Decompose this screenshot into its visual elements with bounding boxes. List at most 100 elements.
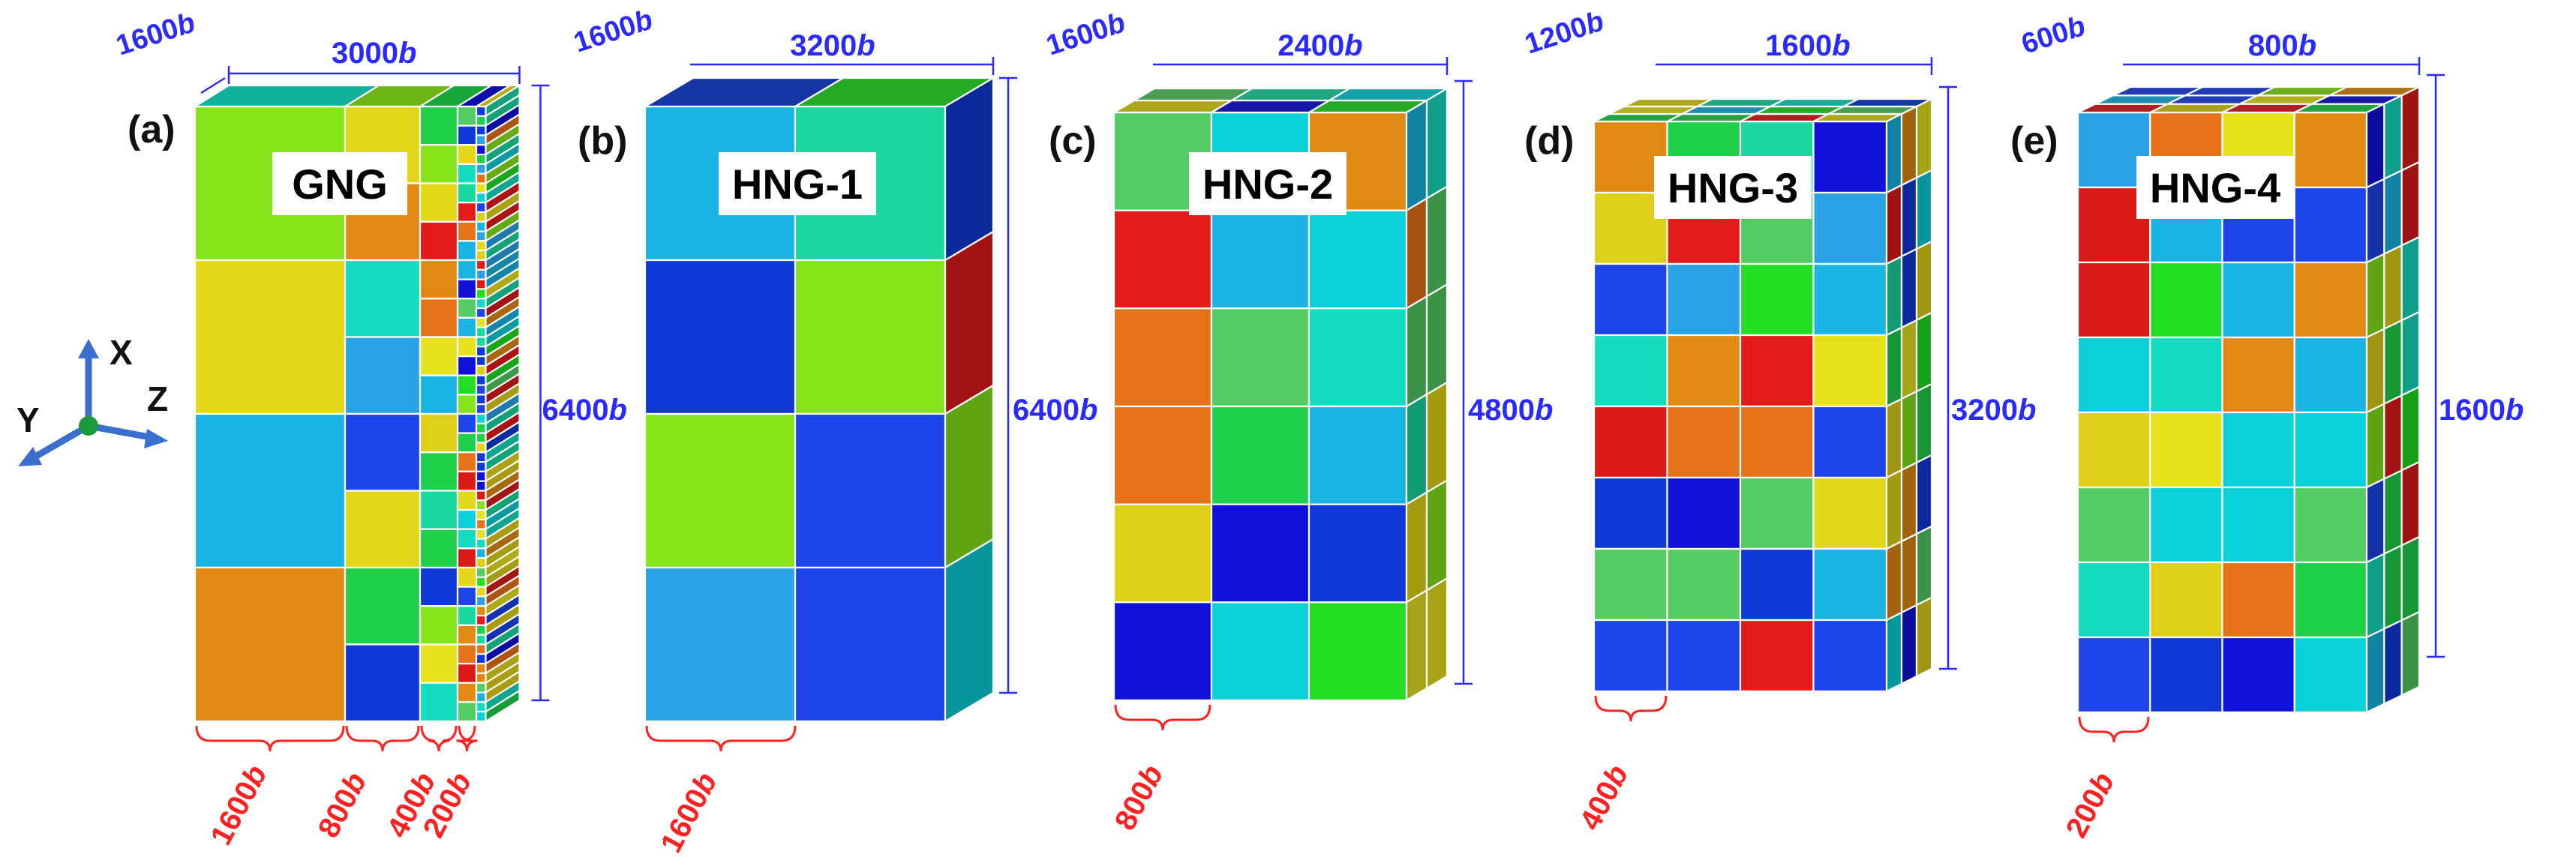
grain-front-a bbox=[419, 528, 459, 569]
grain-front-c bbox=[1308, 601, 1408, 702]
dim-depth-line-a bbox=[200, 76, 226, 94]
panel-label-e: (e) bbox=[2010, 119, 2058, 163]
bottom-brace-c bbox=[1114, 704, 1211, 731]
grain-front-d bbox=[1593, 405, 1668, 479]
grain-front-b bbox=[644, 566, 797, 723]
grain-front-a bbox=[419, 105, 459, 146]
grain-front-e bbox=[2076, 411, 2151, 489]
dim-height-d: 3200b bbox=[1951, 394, 2036, 427]
grain-front-d bbox=[1666, 334, 1742, 408]
grain-front-e bbox=[2076, 336, 2151, 414]
grain-front-a bbox=[456, 202, 478, 223]
dim-height-e: 1600b bbox=[2439, 394, 2523, 427]
grain-front-e bbox=[2076, 561, 2151, 639]
grain-side-d bbox=[1885, 112, 1903, 194]
grain-front-c bbox=[1112, 405, 1213, 505]
grain-front-c bbox=[1308, 209, 1408, 310]
grain-front-a bbox=[475, 701, 487, 713]
grain-side-c bbox=[1425, 184, 1449, 298]
grain-front-a bbox=[456, 412, 478, 434]
grain-front-e bbox=[2221, 561, 2295, 639]
grain-front-a bbox=[419, 490, 459, 530]
grain-front-c bbox=[1112, 601, 1213, 702]
grain-front-e bbox=[2149, 261, 2223, 339]
grain-side-d bbox=[1885, 184, 1903, 265]
grain-front-a bbox=[456, 298, 478, 319]
grain-front-a bbox=[475, 470, 487, 482]
grain-front-c bbox=[1210, 307, 1311, 408]
grain-front-c bbox=[1210, 601, 1311, 702]
panel-label-b: (b) bbox=[578, 119, 627, 163]
grain-front-a bbox=[475, 346, 487, 358]
grain-front-e bbox=[2221, 636, 2295, 714]
grain-front-e bbox=[2293, 336, 2368, 414]
panel-title-a: GNG bbox=[292, 160, 388, 208]
grain-front-a bbox=[475, 394, 487, 406]
grain-side-e bbox=[2400, 310, 2421, 397]
grain-front-b bbox=[794, 566, 947, 723]
grain-front-a bbox=[475, 153, 487, 165]
panel-label-c: (c) bbox=[1049, 119, 1097, 163]
grain-front-a bbox=[344, 643, 422, 723]
grain-side-d bbox=[1885, 255, 1903, 337]
grain-front-a bbox=[456, 144, 478, 165]
z-axis-arrowhead bbox=[144, 429, 168, 448]
bottom-brace-a bbox=[345, 725, 420, 752]
grain-side-d bbox=[1900, 319, 1918, 400]
grain-side-b bbox=[944, 76, 995, 262]
grain-front-a bbox=[475, 211, 487, 223]
grain-front-a bbox=[475, 682, 487, 694]
dim-width-c: 2400b bbox=[1277, 29, 1362, 62]
bottom-label-c: 800b bbox=[1109, 760, 1170, 835]
grain-front-a bbox=[456, 336, 478, 358]
grain-front-a bbox=[344, 566, 422, 646]
grain-front-e bbox=[2293, 486, 2368, 564]
grain-front-a bbox=[475, 653, 487, 665]
annotations-layer: (a) GNG 3000b 1600b 6400b 1600b 800b 400b 200b (b… bbox=[113, 4, 2524, 857]
y-axis-arrowhead bbox=[18, 447, 42, 466]
grain-front-a bbox=[475, 672, 487, 684]
grain-front-a bbox=[419, 374, 459, 415]
grain-side-d bbox=[1915, 169, 1933, 250]
grain-side-d bbox=[1900, 532, 1918, 614]
grain-front-c bbox=[1112, 209, 1213, 310]
grain-front-c bbox=[1308, 503, 1408, 604]
grain-side-e bbox=[2383, 469, 2403, 556]
grain-side-e bbox=[2365, 102, 2385, 189]
grain-front-a bbox=[456, 605, 478, 626]
grain-side-e bbox=[2383, 319, 2403, 406]
grain-front-e bbox=[2293, 111, 2368, 189]
grain-front-a bbox=[475, 268, 487, 280]
grain-front-d bbox=[1739, 405, 1815, 479]
grain-front-a bbox=[475, 374, 487, 386]
grain-front-d bbox=[1593, 619, 1668, 693]
grain-front-a bbox=[475, 595, 487, 607]
grain-front-a bbox=[475, 163, 487, 175]
grain-front-a bbox=[475, 144, 487, 156]
grain-side-e bbox=[2383, 244, 2403, 331]
grain-front-a bbox=[475, 432, 487, 444]
grain-front-a bbox=[475, 316, 487, 328]
grain-front-a bbox=[475, 307, 487, 319]
grain-front-e bbox=[2149, 636, 2223, 714]
grain-front-a bbox=[475, 278, 487, 290]
grain-side-e bbox=[2365, 477, 2385, 564]
grain-side-e bbox=[2383, 169, 2403, 256]
grain-side-c bbox=[1405, 589, 1428, 702]
grain-front-e bbox=[2293, 561, 2368, 639]
grain-front-c bbox=[1308, 307, 1408, 408]
grain-front-c bbox=[1308, 405, 1408, 505]
grain-front-d bbox=[1666, 547, 1742, 622]
grain-front-e bbox=[2221, 261, 2295, 339]
grain-front-a bbox=[475, 355, 487, 367]
grain-front-e bbox=[2149, 486, 2223, 564]
grain-front-a bbox=[456, 663, 478, 684]
grain-front-a bbox=[475, 643, 487, 655]
grain-front-a bbox=[475, 288, 487, 300]
grain-front-d bbox=[1812, 619, 1888, 693]
grain-front-d bbox=[1666, 405, 1742, 479]
grain-side-c bbox=[1425, 87, 1449, 200]
grain-front-a bbox=[475, 326, 487, 338]
grain-front-a bbox=[344, 490, 422, 569]
grain-front-a bbox=[475, 192, 487, 204]
